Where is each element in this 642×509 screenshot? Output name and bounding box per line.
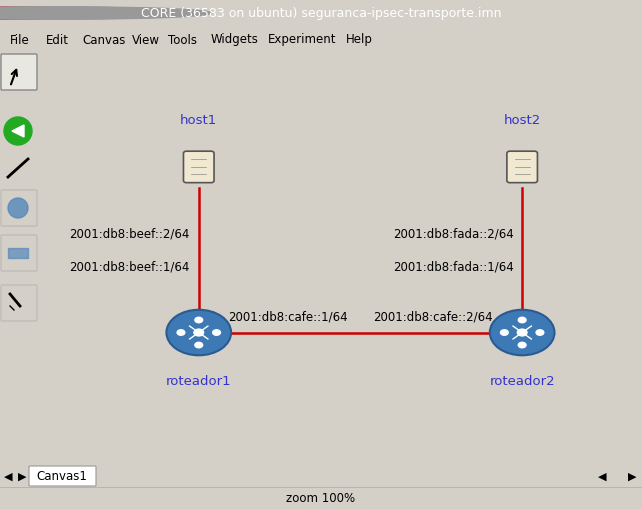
Bar [8, 248, 28, 259]
Text: zoom 100%: zoom 100% [286, 492, 356, 504]
Text: CORE (36583 on ubuntu) seguranca-ipsec-transporte.imn: CORE (36583 on ubuntu) seguranca-ipsec-t… [141, 8, 501, 20]
Circle shape [518, 343, 526, 348]
Circle shape [177, 330, 185, 335]
Circle shape [8, 199, 28, 218]
Text: ▶: ▶ [628, 471, 636, 481]
Circle shape [195, 318, 203, 323]
Circle shape [195, 343, 203, 348]
Polygon shape [12, 126, 24, 138]
FancyBboxPatch shape [29, 466, 96, 486]
Text: View: View [132, 34, 160, 46]
Circle shape [490, 310, 555, 356]
Text: 2001:db8:fada::1/64: 2001:db8:fada::1/64 [393, 260, 514, 273]
Text: host2: host2 [503, 114, 541, 126]
Text: 2001:db8:beef::1/64: 2001:db8:beef::1/64 [69, 260, 190, 273]
Circle shape [501, 330, 508, 335]
FancyBboxPatch shape [1, 286, 37, 321]
Circle shape [166, 310, 231, 356]
FancyBboxPatch shape [1, 191, 37, 227]
FancyBboxPatch shape [1, 236, 37, 271]
Text: 2001:db8:cafe::2/64: 2001:db8:cafe::2/64 [373, 309, 493, 323]
Circle shape [0, 8, 160, 20]
Text: Help: Help [346, 34, 373, 46]
Circle shape [518, 318, 526, 323]
FancyBboxPatch shape [507, 152, 537, 183]
Text: Canvas: Canvas [82, 34, 125, 46]
Circle shape [0, 8, 212, 20]
Text: ◀: ◀ [598, 471, 606, 481]
Text: Tools: Tools [168, 34, 197, 46]
Text: File: File [10, 34, 30, 46]
Circle shape [4, 118, 32, 146]
Text: Widgets: Widgets [211, 34, 259, 46]
Text: ◀: ◀ [4, 471, 12, 481]
Text: 2001:db8:cafe::1/64: 2001:db8:cafe::1/64 [228, 309, 348, 323]
Text: host1: host1 [180, 114, 218, 126]
Text: Canvas1: Canvas1 [37, 470, 87, 483]
Circle shape [536, 330, 544, 335]
Circle shape [213, 330, 220, 335]
Text: 2001:db8:beef::2/64: 2001:db8:beef::2/64 [69, 227, 190, 240]
FancyBboxPatch shape [1, 55, 37, 91]
Text: roteador2: roteador2 [489, 374, 555, 387]
Text: ▶: ▶ [18, 471, 26, 481]
Text: roteador1: roteador1 [166, 374, 232, 387]
Circle shape [0, 8, 186, 20]
Circle shape [517, 329, 527, 336]
Bar [40, 465, 628, 473]
FancyBboxPatch shape [184, 152, 214, 183]
Text: Experiment: Experiment [268, 34, 336, 46]
Text: Edit: Edit [46, 34, 69, 46]
Circle shape [194, 329, 204, 336]
Text: 2001:db8:fada::2/64: 2001:db8:fada::2/64 [393, 227, 514, 240]
